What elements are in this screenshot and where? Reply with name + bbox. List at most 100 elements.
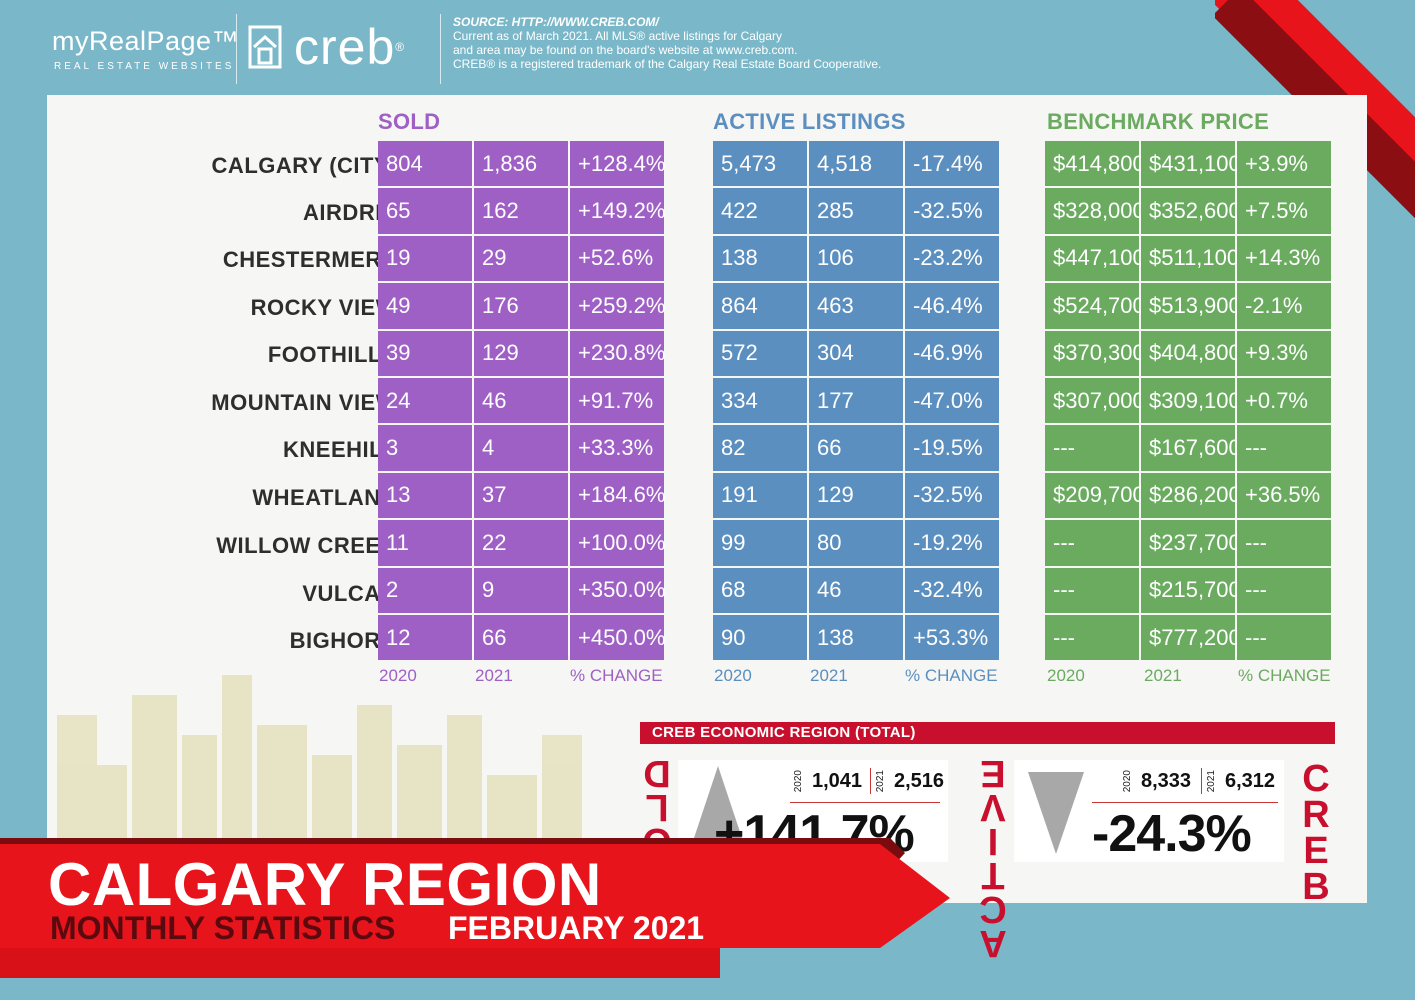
sold-cell: 66 [474,614,568,661]
region-label: WHEATLAND [252,485,397,510]
benchmark-cell: $447,100 [1045,235,1145,282]
sold-cell: 46 [474,377,568,424]
benchmark-cell: $328,000 [1045,188,1145,234]
sold-section-title: SOLD [378,109,441,134]
region-label: CALGARY (CITY) [211,153,397,178]
benchmark-cell: +9.3% [1237,330,1331,376]
sold-2020-total: 1,041 [812,770,863,792]
sold-cell: +184.6% [570,472,665,519]
sold-cell: 19 [378,235,472,282]
benchmark-cell: $431,100 [1141,141,1241,187]
active-cell: 106 [809,235,903,282]
active-cell: 138 [809,614,903,661]
banner-subtitle: MONTHLY STATISTICS [50,910,396,946]
year-label: 2021 [875,770,886,793]
region-label: AIRDRIE [303,200,397,225]
active-cell: 191 [713,472,807,519]
creb-vertical-label: CREB [1295,758,1337,902]
sold-cell: 22 [474,520,568,566]
region-label: ROCKY VIEW [250,295,397,320]
benchmark-cell: $309,100 [1141,377,1241,424]
title-banner [0,838,950,978]
sold-cell: 13 [378,472,472,519]
active-cell: -32.5% [905,472,999,519]
change-label: % CHANGE [905,666,998,685]
active-cell: -17.4% [905,141,999,187]
sold-cell: 29 [474,235,568,282]
active-cell: -23.2% [905,235,999,282]
source-title: SOURCE: HTTP://WWW.CREB.COM/ [453,15,659,29]
region-label: KNEEHILL [283,437,397,462]
sold-2021-total: 2,516 [894,770,945,792]
sold-table: 804 1,836 +128.4% 65 162 +149.2% 19 29 +52.6% 49 1… [378,141,665,661]
active-section-title: ACTIVE LISTINGS [713,109,906,134]
sold-cell: +450.0% [570,614,665,661]
sold-cell: 37 [474,472,568,519]
active-vertical-label: ACTIVE [972,760,1014,964]
region-label: BIGHORN [289,628,397,653]
benchmark-cell: +0.7% [1237,377,1331,424]
sold-cell: 39 [378,330,472,376]
active-cell: 5,473 [713,141,807,187]
benchmark-cell: -2.1% [1237,283,1331,329]
sold-cell: +350.0% [570,567,665,613]
year-label: 2020 [1047,666,1085,685]
benchmark-cell: --- [1045,567,1139,613]
benchmark-cell: $404,800 [1141,330,1241,376]
benchmark-cell: $352,600 [1141,188,1241,234]
brand-name: myRealPage™ [52,26,240,56]
banner-title: CALGARY REGION [48,851,602,918]
separator [1201,768,1202,794]
year-label: 2020 [1122,770,1133,793]
year-label: 2020 [793,770,804,793]
separator [1092,802,1278,803]
active-cell: 138 [713,235,807,282]
region-label: FOOTHILLS [267,342,397,367]
active-cell: +53.3% [905,614,999,661]
active-cell: -46.4% [905,283,999,329]
active-cell: -32.5% [905,188,999,234]
sold-cell: 804 [378,141,472,187]
active-cell: 463 [809,283,903,329]
active-cell: -32.4% [905,567,999,613]
change-label: % CHANGE [570,666,663,685]
house-icon [248,25,282,69]
active-cell: 572 [713,330,807,376]
active-cell: -46.9% [905,330,999,376]
brand-tag: REAL ESTATE WEBSITES [54,61,235,72]
year-label: 2021 [1206,770,1217,793]
year-label: 2020 [379,666,417,685]
benchmark-cell: $237,700 [1141,520,1241,566]
sold-cell: +33.3% [570,425,664,471]
benchmark-cell: +3.9% [1237,141,1331,187]
active-cell: -19.5% [905,425,999,471]
sold-cell: +230.8% [570,330,665,376]
benchmark-cell: $209,700 [1045,472,1145,519]
sold-cell: 1,836 [474,141,568,187]
benchmark-cell: $524,700 [1045,283,1145,329]
region-label: VULCAN [302,581,397,606]
separator [870,768,871,794]
benchmark-cell: $167,600 [1141,425,1241,471]
benchmark-cell: --- [1237,520,1331,566]
source-line: Current as of March 2021. All MLS® activ… [453,29,782,43]
sold-cell: 65 [378,188,472,234]
sold-cell: 162 [474,188,568,234]
creb-summary-title: CREB ECONOMIC REGION (TOTAL) [652,724,916,741]
active-cell: 334 [713,377,807,424]
active-cell: 66 [809,425,903,471]
header-divider [440,14,441,84]
active-cell: 46 [809,567,903,613]
benchmark-cell: $286,200 [1141,472,1241,519]
active-cell: 177 [809,377,903,424]
change-label: % CHANGE [1238,666,1331,685]
sold-cell: 129 [474,330,568,376]
active-cell: 68 [713,567,807,613]
active-2020-total: 8,333 [1141,770,1192,792]
active-table: 5,473 4,518 -17.4% 422 285 -32.5% 138 106 -23.2%… [713,141,999,661]
sold-cell: 24 [378,377,472,424]
benchmark-cell: $370,300 [1045,330,1145,376]
sold-cell: +52.6% [570,235,664,282]
benchmark-cell: $307,000 [1045,377,1145,424]
active-cell: 864 [713,283,807,329]
